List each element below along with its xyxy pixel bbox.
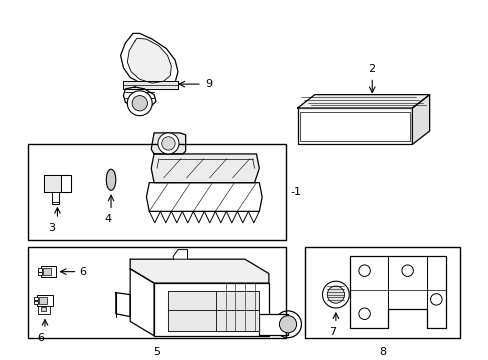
Bar <box>305 247 459 338</box>
Polygon shape <box>154 283 268 336</box>
Circle shape <box>322 281 348 308</box>
Bar <box>52 192 59 204</box>
Circle shape <box>127 91 152 116</box>
Text: -1: -1 <box>290 187 301 197</box>
Circle shape <box>401 265 412 276</box>
Bar <box>41 266 57 277</box>
Circle shape <box>274 311 301 338</box>
Text: 3: 3 <box>48 223 55 233</box>
Text: 5: 5 <box>153 347 160 357</box>
Ellipse shape <box>106 169 116 190</box>
Polygon shape <box>130 259 268 283</box>
Polygon shape <box>173 249 187 259</box>
Bar <box>41 307 46 311</box>
Circle shape <box>358 308 369 319</box>
Bar <box>44 175 61 192</box>
Bar <box>43 268 51 275</box>
Bar <box>39 297 47 304</box>
Bar <box>38 272 42 275</box>
Bar <box>28 144 285 240</box>
Text: 9: 9 <box>205 79 212 89</box>
Polygon shape <box>127 38 171 83</box>
Polygon shape <box>297 95 429 108</box>
Bar <box>38 306 50 314</box>
Circle shape <box>132 96 147 111</box>
Circle shape <box>158 133 179 154</box>
Polygon shape <box>116 293 130 316</box>
Polygon shape <box>151 133 185 154</box>
Circle shape <box>430 294 441 305</box>
Bar <box>297 108 411 144</box>
Polygon shape <box>146 183 262 211</box>
Bar <box>37 294 53 306</box>
Bar <box>35 301 38 304</box>
Polygon shape <box>168 291 259 331</box>
Text: 6: 6 <box>38 333 44 343</box>
Text: 7: 7 <box>329 327 336 337</box>
Polygon shape <box>121 33 178 87</box>
Circle shape <box>358 265 369 276</box>
Circle shape <box>279 316 296 333</box>
Bar <box>38 268 42 272</box>
Bar <box>35 297 38 300</box>
Polygon shape <box>151 154 259 183</box>
Bar <box>259 314 287 335</box>
Polygon shape <box>349 256 445 328</box>
Text: 8: 8 <box>378 347 386 357</box>
Bar <box>28 247 285 338</box>
Bar <box>300 112 409 140</box>
Polygon shape <box>123 87 156 108</box>
Polygon shape <box>411 95 429 144</box>
Circle shape <box>326 286 344 303</box>
Text: 2: 2 <box>367 64 375 73</box>
Circle shape <box>162 137 175 150</box>
Polygon shape <box>130 269 154 336</box>
Text: 4: 4 <box>104 214 111 224</box>
Polygon shape <box>123 81 178 89</box>
Text: 6: 6 <box>79 267 86 276</box>
Bar <box>44 175 71 192</box>
